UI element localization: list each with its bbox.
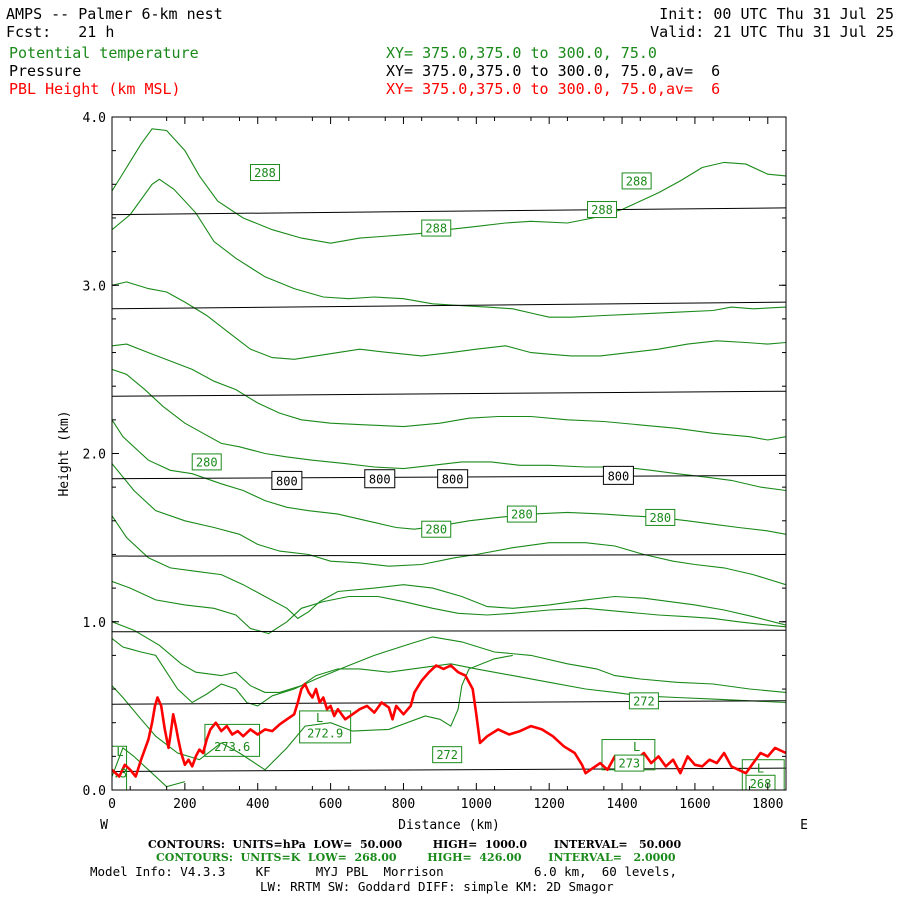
pressure-label-0: 800 <box>276 474 298 488</box>
theta-contour-7 <box>112 419 786 535</box>
valid-time: Valid: 21 UTC Thu 31 Jul 25 <box>650 23 894 41</box>
pressure-line-5 <box>112 390 786 397</box>
pressure-label-box-1 <box>364 469 396 489</box>
theta-label-7: 280 <box>649 511 671 525</box>
theta-extreme-box-1 <box>299 710 352 744</box>
footer-physics: LW: RRTM SW: Goddard DIFF: simple KM: 2D… <box>260 879 614 894</box>
theta-label-box-7 <box>645 508 676 526</box>
theta-contour-3 <box>112 621 786 704</box>
theta-extreme-box-3 <box>741 759 785 790</box>
pressure-line-2 <box>112 700 786 705</box>
y-tick-label-4: 4.0 <box>83 111 106 126</box>
x-tick-label-4: 800 <box>392 797 415 812</box>
theta-label-2: 288 <box>591 203 613 217</box>
theta-label-box-4 <box>191 453 222 471</box>
y-tick-label-3: 3.0 <box>83 279 106 294</box>
theta-contour-9 <box>112 343 786 441</box>
east-label: E <box>800 818 808 833</box>
theta-contour-11 <box>112 178 786 318</box>
x-tick-label-9: 1800 <box>752 797 783 812</box>
footer-contours-k: CONTOURS: UNITS=K LOW= 268.00 HIGH= 426.… <box>156 851 676 864</box>
theta-label-1: 288 <box>425 222 447 236</box>
x-tick-label-7: 1400 <box>606 797 637 812</box>
theta-label-box-3 <box>621 172 652 190</box>
field-label-theta: Potential temperature <box>9 44 199 62</box>
x-tick-label-6: 1200 <box>534 797 565 812</box>
y-axis-label: Height (km) <box>57 410 72 496</box>
theta-label-16: L <box>633 740 640 754</box>
pressure-line-3 <box>112 629 786 633</box>
theta-extreme-box-0 <box>204 723 261 757</box>
x-tick-label-1: 200 <box>173 797 196 812</box>
pressure-label-2: 800 <box>442 473 464 487</box>
pressure-label-box-3 <box>602 465 634 485</box>
theta-label-box-5 <box>421 520 452 538</box>
theta-label-9: 272 <box>436 748 458 762</box>
theta-label-10: 273.6 <box>214 740 250 754</box>
theta-label-18: .3 <box>113 767 127 781</box>
west-label: W <box>100 818 108 833</box>
theta-contour-2 <box>112 636 786 707</box>
theta-contour-4 <box>112 580 786 635</box>
footer-contours-hpa: CONTOURS: UNITS=hPa LOW= 50.000 HIGH= 10… <box>148 838 682 851</box>
field-xy-theta: XY= 375.0,375.0 to 300.0, 75.0 <box>386 44 657 62</box>
theta-label-8: 272 <box>633 694 655 708</box>
theta-contour-6 <box>112 463 786 586</box>
theta-contour-8 <box>112 368 786 492</box>
y-tick-label-0: 0.0 <box>83 784 106 799</box>
x-axis-label: Distance (km) <box>398 818 500 833</box>
footer-model-info: Model Info: V4.3.3 KF MYJ PBL Morrison 6… <box>90 864 677 879</box>
field-xy-pbl: XY= 375.0,375.0 to 300.0, 75.0,av= 6 <box>386 80 721 98</box>
theta-label-4: 280 <box>196 455 218 469</box>
pressure-line-1 <box>112 767 786 772</box>
theta-label-box-15 <box>614 754 645 772</box>
theta-label-17: L <box>116 745 123 759</box>
x-tick-label-2: 400 <box>246 797 269 812</box>
theta-label-6: 280 <box>511 508 533 522</box>
theta-label-15: 273 <box>618 757 640 771</box>
theta-label-box-6 <box>506 505 537 523</box>
field-label-pressure: Pressure <box>9 62 82 80</box>
x-tick-label-3: 600 <box>319 797 342 812</box>
theta-label-12: L <box>316 711 323 725</box>
pressure-label-box-2 <box>437 469 469 489</box>
pressure-label-3: 800 <box>608 469 630 483</box>
pbl-height-line <box>112 664 786 778</box>
theta-label-0: 288 <box>254 166 276 180</box>
theta-label-3: 288 <box>626 174 648 188</box>
field-label-pbl: PBL Height (km MSL) <box>9 80 181 98</box>
init-time: Init: 00 UTC Thu 31 Jul 25 <box>659 5 894 23</box>
x-tick-label-0: 0 <box>108 797 116 812</box>
theta-contour-5 <box>112 515 786 626</box>
field-xy-pressure: XY= 375.0,375.0 to 300.0, 75.0,av= 6 <box>386 62 721 80</box>
y-tick-label-1: 1.0 <box>83 616 106 631</box>
pressure-line-6 <box>112 301 786 310</box>
theta-label-box-8 <box>628 692 659 710</box>
x-tick-label-5: 1000 <box>461 797 492 812</box>
pressure-line-4 <box>112 554 786 557</box>
theta-label-14: 268 <box>750 777 772 791</box>
forecast-hour: Fcst: 21 h <box>6 23 115 41</box>
x-tick-label-8: 1600 <box>679 797 710 812</box>
pressure-label-1: 800 <box>369 473 391 487</box>
theta-label-11: 272.9 <box>307 726 343 740</box>
theta-contour-10 <box>112 281 786 360</box>
chart-title: AMPS -- Palmer 6-km nest <box>6 5 223 23</box>
pressure-line-7 <box>112 207 786 216</box>
pressure-label-box-0 <box>271 470 303 490</box>
theta-label-box-0 <box>250 164 281 182</box>
plot-area: 288 288 288 288 280 280 280 280 272 272 273.6 272.9… <box>112 128 786 791</box>
theta-label-5: 280 <box>425 523 447 537</box>
y-tick-label-2: 2.0 <box>83 448 106 463</box>
theta-label-13: L <box>757 762 764 776</box>
theta-label-box-1 <box>421 219 452 237</box>
theta-label-box-2 <box>587 201 618 219</box>
theta-label-box-9 <box>432 746 463 764</box>
